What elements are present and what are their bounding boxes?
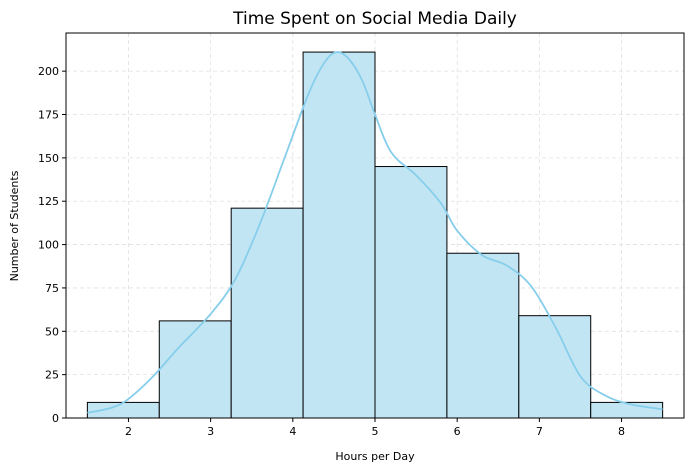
kde-line <box>87 51 663 414</box>
chart-title: Time Spent on Social Media Daily <box>232 9 517 29</box>
y-tick-label: 125 <box>38 195 59 208</box>
y-tick-label: 25 <box>45 369 59 382</box>
y-tick-label: 50 <box>45 325 59 338</box>
bars <box>86 51 664 419</box>
histogram-bar <box>518 315 592 419</box>
histogram-bar <box>158 320 232 419</box>
y-axis-label: Number of Students <box>8 170 21 281</box>
x-tick-label: 3 <box>207 425 214 438</box>
histogram-bar <box>374 166 448 419</box>
x-tick-label: 6 <box>454 425 461 438</box>
histogram-bar <box>446 252 520 419</box>
y-tick-label: 150 <box>38 152 59 165</box>
y-axis: 0 25 50 75 100 125 150 175 200 <box>38 65 66 425</box>
y-tick-label: 0 <box>52 412 59 425</box>
x-axis-label: Hours per Day <box>335 450 415 463</box>
y-tick-label: 75 <box>45 282 59 295</box>
x-tick-label: 5 <box>372 425 379 438</box>
x-tick-label: 8 <box>618 425 625 438</box>
histogram-bar <box>230 207 304 419</box>
y-tick-label: 100 <box>38 239 59 252</box>
histogram-bar <box>302 51 376 419</box>
x-tick-label: 7 <box>536 425 543 438</box>
x-tick-label: 2 <box>125 425 132 438</box>
y-tick-label: 200 <box>38 65 59 78</box>
y-tick-label: 175 <box>38 109 59 122</box>
histogram-bar <box>590 401 664 419</box>
x-tick-label: 4 <box>289 425 296 438</box>
x-axis: 2 3 4 5 6 7 8 <box>125 418 625 438</box>
